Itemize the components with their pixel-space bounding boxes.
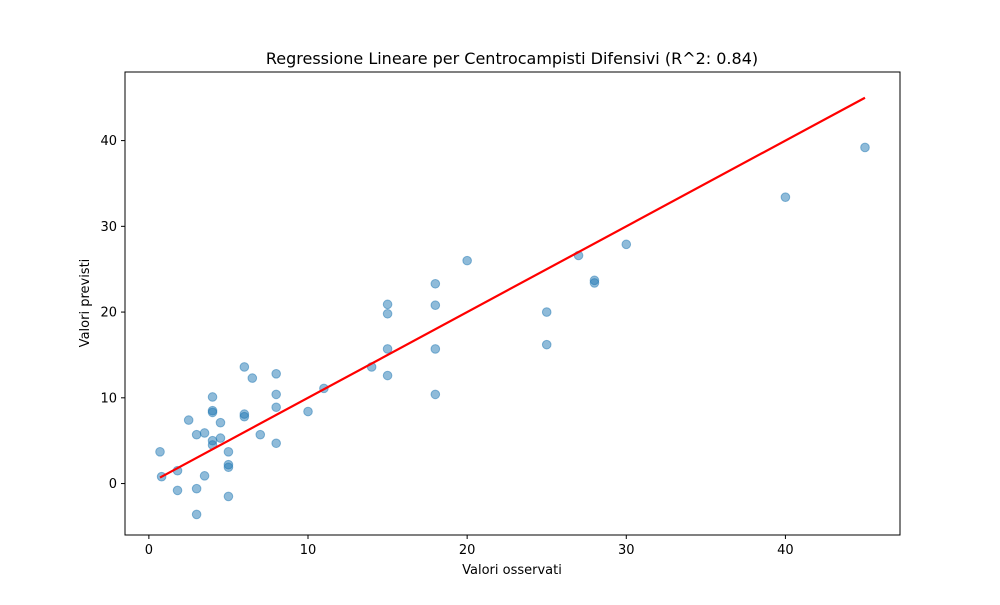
scatter-point xyxy=(255,429,266,440)
scatter-point xyxy=(172,485,183,496)
regression-line xyxy=(159,96,866,479)
scatter-point xyxy=(191,509,202,520)
scatter-point xyxy=(541,339,552,350)
scatter-point xyxy=(462,255,472,266)
scatter-point xyxy=(430,389,441,400)
y-tick-label: 30 xyxy=(100,220,117,235)
scatter-point xyxy=(271,369,281,379)
scatter-point xyxy=(271,438,281,449)
scatter-point xyxy=(223,491,234,502)
scatter-point xyxy=(191,483,202,494)
scatter-point xyxy=(191,429,202,440)
scatter-point xyxy=(239,411,250,422)
y-tick-label: 0 xyxy=(109,477,117,492)
scatter-point xyxy=(239,362,250,372)
plot-frame xyxy=(124,71,901,536)
x-tick-label: 40 xyxy=(777,543,794,558)
scatter-point xyxy=(223,462,234,473)
scatter-point xyxy=(430,278,441,289)
y-tick-label: 20 xyxy=(100,306,117,321)
x-tick-label: 10 xyxy=(300,543,317,558)
x-tick-label: 0 xyxy=(145,543,153,558)
scatter-point xyxy=(223,447,234,457)
scatter-point xyxy=(207,392,218,402)
scatter-point xyxy=(382,299,393,310)
scatter-point xyxy=(155,447,165,457)
axes: 0 10 20 30 40 0 10 20 30 40 xyxy=(100,134,793,558)
scatter-point xyxy=(303,406,313,417)
y-tick-label: 10 xyxy=(100,391,117,406)
scatter-point xyxy=(382,370,393,381)
y-axis-label: Valori previsti xyxy=(78,259,93,348)
x-tick-label: 30 xyxy=(618,543,635,558)
plot-area xyxy=(155,96,870,520)
scatter-point xyxy=(199,428,210,438)
scatter-point xyxy=(382,308,393,319)
scatter-point xyxy=(271,402,281,413)
scatter-point xyxy=(215,417,226,428)
scatter-point xyxy=(860,142,870,153)
y-tick-label: 40 xyxy=(100,134,117,149)
scatter-point xyxy=(589,278,600,288)
scatter-point xyxy=(207,407,218,418)
scatter-point xyxy=(215,433,226,443)
scatter-point xyxy=(382,344,393,354)
chart-title: Regressione Lineare per Centrocampisti D… xyxy=(266,49,758,68)
scatter-point xyxy=(183,415,194,425)
x-axis-label: Valori osservati xyxy=(462,563,562,578)
scatter-point xyxy=(247,373,258,383)
scatter-point xyxy=(430,300,441,311)
scatter-point xyxy=(199,471,210,481)
scatter-point xyxy=(271,389,281,400)
scatter-point xyxy=(541,307,552,317)
scatter-point xyxy=(430,344,441,354)
scatter-point xyxy=(780,192,791,202)
x-tick-label: 20 xyxy=(459,543,476,558)
scatter-point xyxy=(621,239,632,250)
